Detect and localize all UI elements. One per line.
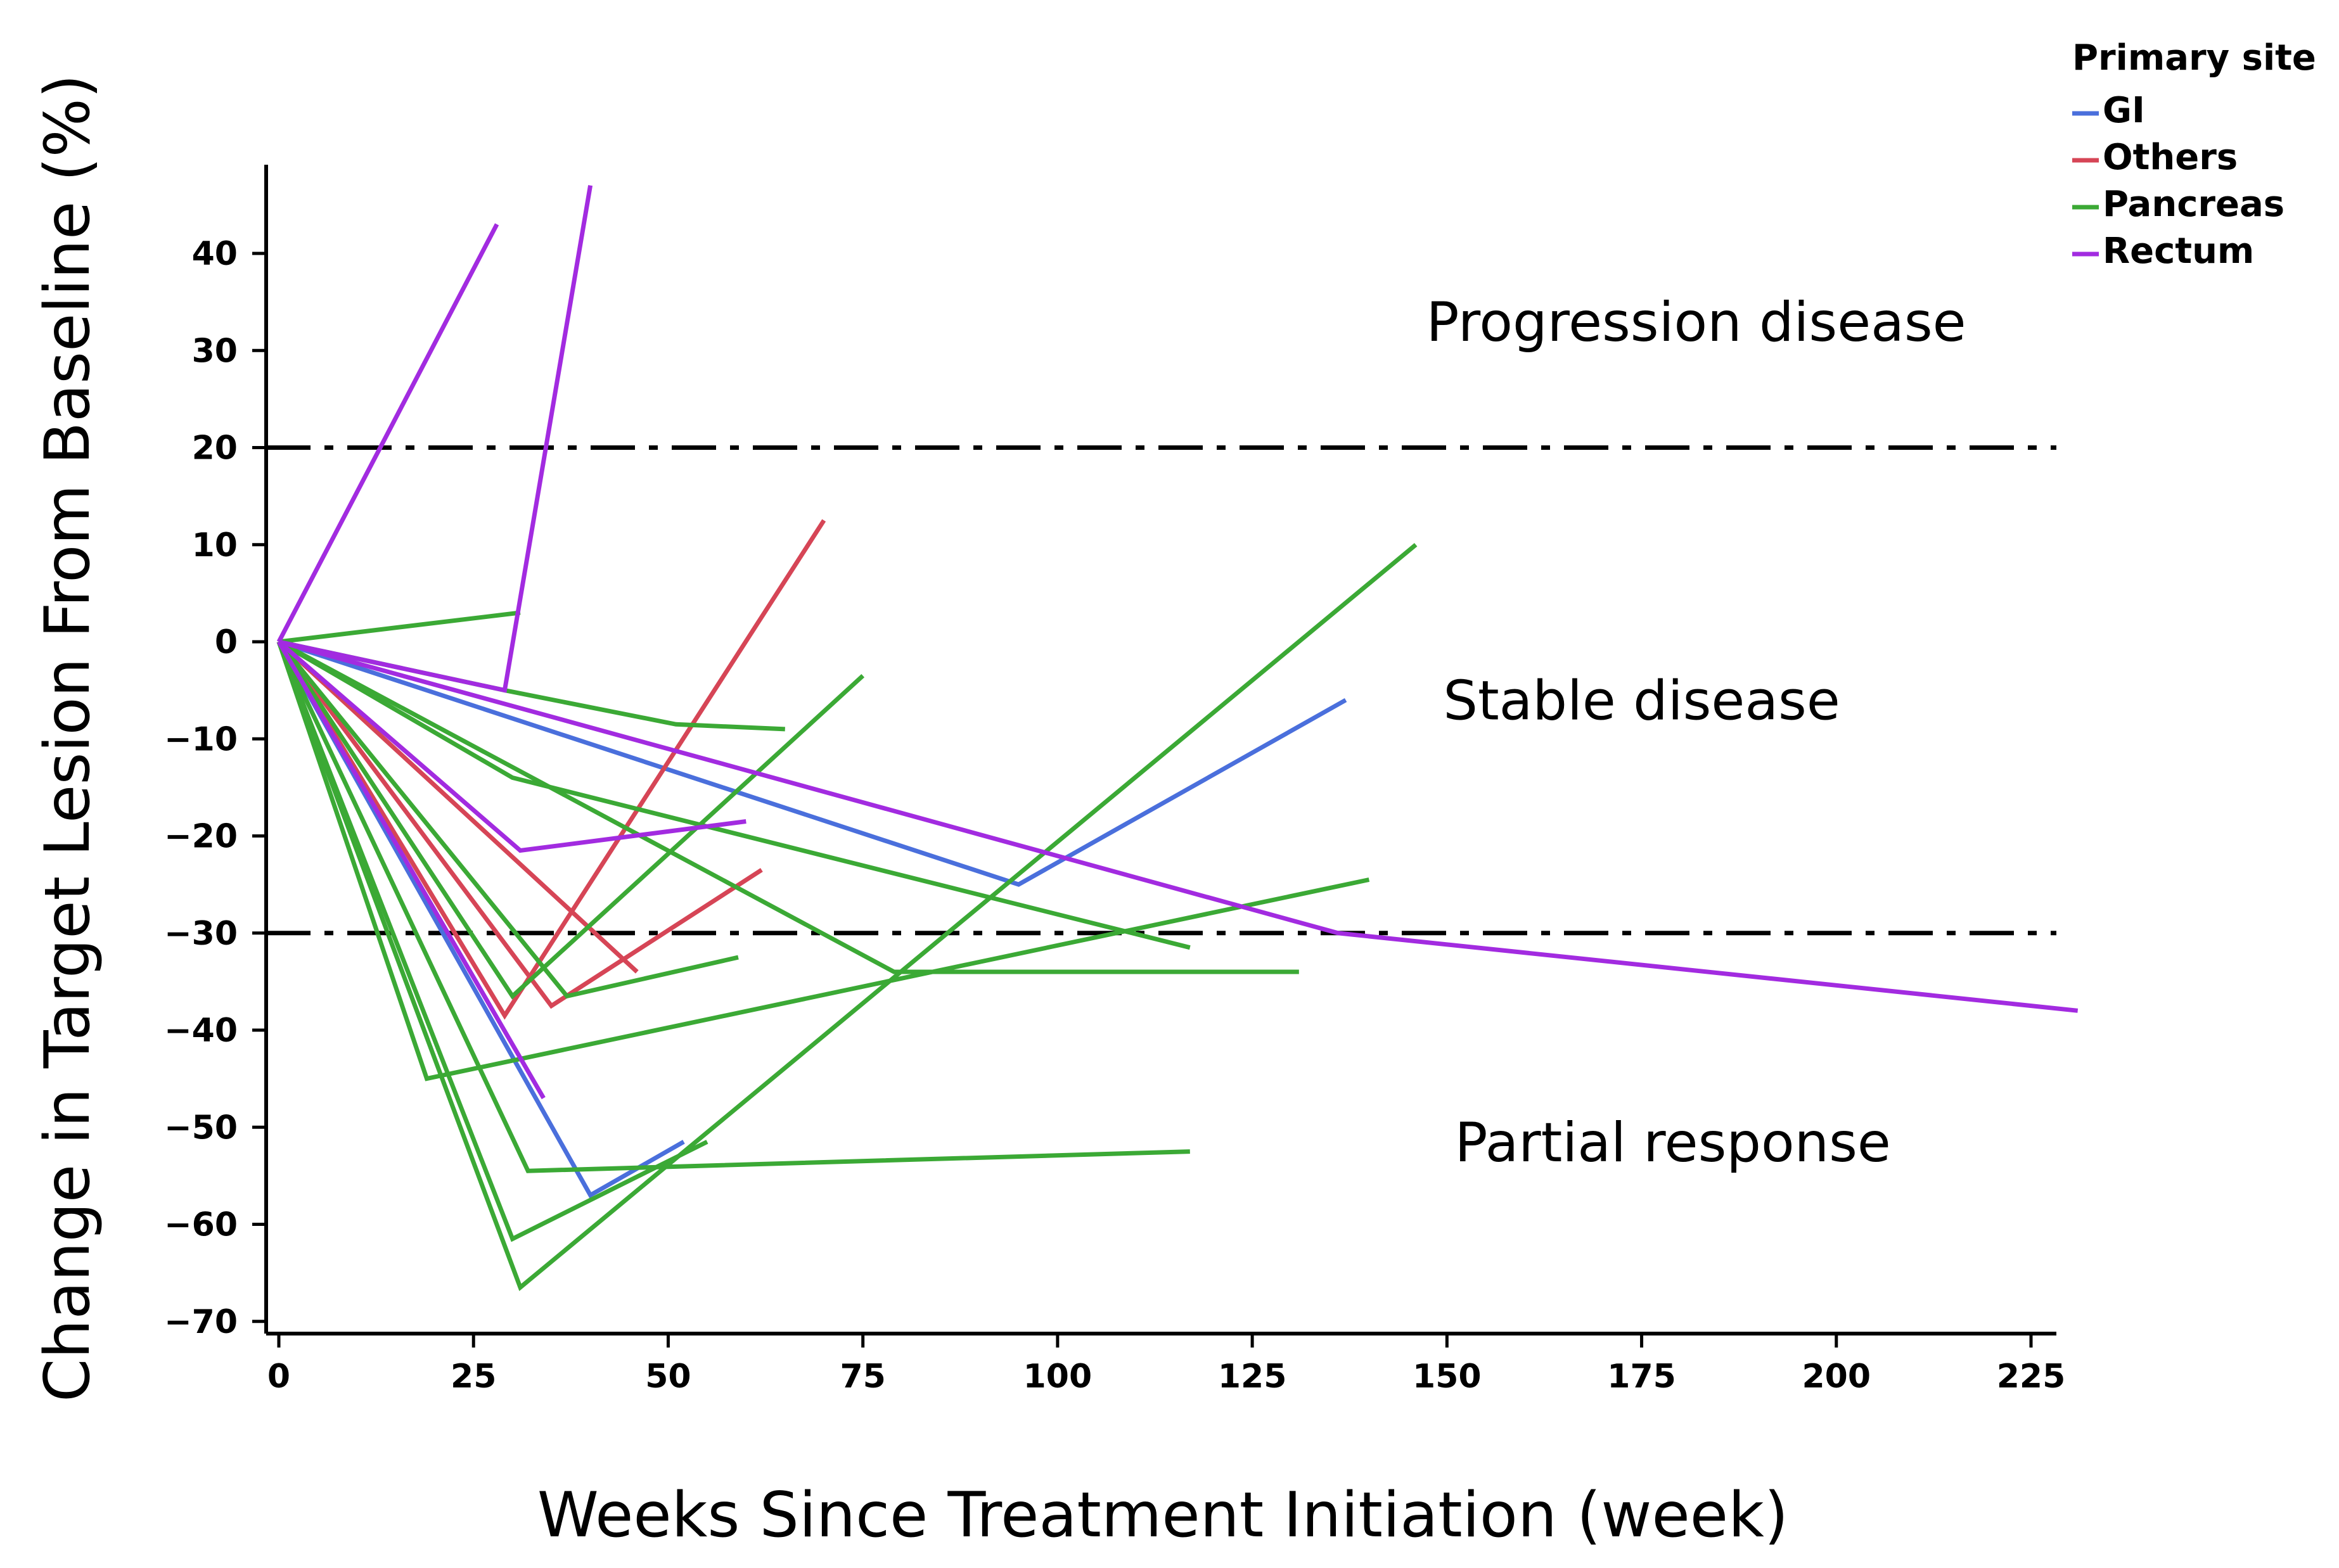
region-label: Stable disease bbox=[1443, 670, 1840, 733]
region-labels: Progression disease Stable disease Partial… bbox=[1426, 291, 1966, 1175]
legend-label: Pancreas bbox=[2103, 184, 2285, 225]
series-line-rectum bbox=[276, 641, 546, 1100]
series-line-rectum bbox=[276, 223, 499, 643]
y-tick-label: 0 bbox=[215, 623, 238, 661]
series-line-others bbox=[277, 640, 763, 1009]
x-tick-label: 100 bbox=[1023, 1358, 1093, 1396]
series-line-rectum bbox=[277, 640, 747, 853]
series-line-pancreas bbox=[276, 641, 708, 1242]
series-line-pancreas bbox=[276, 543, 1418, 1291]
reference-lines bbox=[266, 445, 2056, 936]
y-ticks: 40 30 20 10 0 −10 −20 −30 −40 −50 −60 −70 bbox=[164, 235, 266, 1341]
series-line-pancreas bbox=[276, 641, 1190, 1173]
x-tick-label: 50 bbox=[645, 1358, 691, 1396]
legend-label: Others bbox=[2103, 137, 2238, 178]
series-layer bbox=[276, 185, 2079, 1291]
x-tick-label: 225 bbox=[1997, 1358, 2066, 1396]
y-tick-label: −20 bbox=[164, 818, 238, 856]
y-tick-label: −60 bbox=[164, 1206, 238, 1244]
series-line-rectum bbox=[278, 639, 2079, 1013]
series-line-pancreas bbox=[278, 639, 1191, 950]
x-tick-label: 75 bbox=[840, 1358, 885, 1396]
x-tick-label: 175 bbox=[1607, 1358, 1676, 1396]
y-axis-title: Change in Target Lesion From Baseline (%… bbox=[32, 74, 104, 1402]
series-line-gi bbox=[278, 639, 1347, 887]
region-label: Progression disease bbox=[1426, 291, 1966, 354]
x-tick-label: 0 bbox=[267, 1358, 290, 1396]
y-tick-label: 40 bbox=[192, 235, 238, 273]
x-ticks: 0 25 50 75 100 125 150 175 200 225 bbox=[267, 1334, 2065, 1396]
x-tick-label: 25 bbox=[451, 1358, 496, 1396]
y-tick-label: 30 bbox=[192, 332, 238, 370]
legend-title: Primary site bbox=[2072, 37, 2316, 79]
series-line-pancreas bbox=[277, 641, 865, 1000]
y-tick-label: −40 bbox=[164, 1012, 238, 1050]
x-tick-label: 200 bbox=[1802, 1358, 1871, 1396]
x-tick-label: 125 bbox=[1218, 1358, 1287, 1396]
series-line-pancreas bbox=[276, 641, 1370, 1081]
series-line-others bbox=[277, 519, 826, 1020]
y-tick-label: 20 bbox=[192, 430, 238, 468]
y-tick-label: −30 bbox=[164, 915, 238, 953]
x-tick-label: 150 bbox=[1413, 1358, 1482, 1396]
legend-label: GI bbox=[2103, 90, 2145, 131]
y-tick-label: −50 bbox=[164, 1109, 238, 1147]
legend-label: Rectum bbox=[2103, 231, 2254, 272]
region-label: Partial response bbox=[1455, 1111, 1891, 1175]
series-line-pancreas bbox=[277, 640, 739, 999]
legend: Primary site GI Others Pancreas Rectum bbox=[2072, 37, 2316, 272]
series-line-pancreas bbox=[278, 610, 521, 644]
series-line-gi bbox=[276, 641, 685, 1199]
y-tick-label: −10 bbox=[164, 720, 238, 758]
series-line-others bbox=[277, 640, 639, 974]
series-line-pancreas bbox=[278, 639, 1299, 974]
y-tick-label: −70 bbox=[164, 1303, 238, 1341]
series-line-rectum bbox=[278, 185, 593, 693]
axes bbox=[264, 165, 2056, 1335]
y-tick-label: 10 bbox=[192, 526, 238, 564]
x-axis-title: Weeks Since Treatment Initiation (week) bbox=[537, 1479, 1788, 1552]
